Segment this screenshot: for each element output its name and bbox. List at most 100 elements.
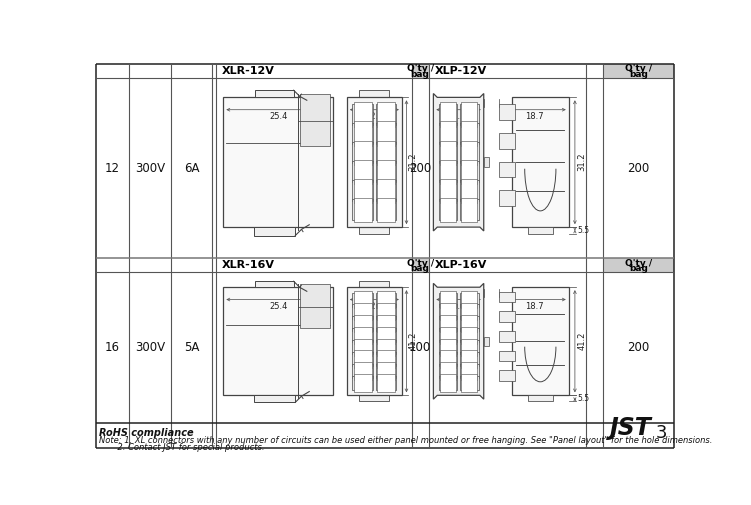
Text: 31.2: 31.2: [578, 153, 587, 172]
Bar: [352, 199, 373, 221]
Bar: [439, 180, 457, 201]
Bar: [440, 363, 456, 380]
Text: bag: bag: [411, 70, 430, 79]
Bar: [439, 364, 457, 378]
Bar: [439, 328, 457, 342]
Bar: [354, 363, 372, 380]
Text: XLR-12V: XLR-12V: [222, 66, 275, 76]
Bar: [376, 142, 397, 164]
Text: XLP-16V: XLP-16V: [435, 261, 487, 270]
Bar: [376, 305, 397, 319]
Text: bag: bag: [629, 264, 648, 273]
Bar: [376, 328, 397, 342]
Bar: [440, 315, 456, 332]
Bar: [460, 199, 478, 221]
Text: 300V: 300V: [135, 341, 165, 354]
Text: XLR-16V: XLR-16V: [222, 261, 275, 270]
Bar: [460, 180, 478, 201]
Bar: [354, 197, 372, 222]
Text: 41.2: 41.2: [578, 332, 587, 350]
Bar: [484, 337, 489, 345]
Text: 41.2: 41.2: [409, 332, 418, 350]
Bar: [376, 123, 397, 144]
Bar: [352, 180, 373, 201]
Bar: [376, 352, 397, 366]
Bar: [461, 315, 477, 332]
Bar: [352, 161, 373, 182]
Bar: [377, 363, 395, 380]
Bar: [460, 104, 478, 125]
Bar: [377, 291, 395, 308]
Bar: [376, 340, 397, 355]
Bar: [460, 364, 478, 378]
Bar: [439, 104, 457, 125]
Bar: [354, 291, 372, 308]
Text: Note: 1. XL connectors with any number of circuits can be used either panel moun: Note: 1. XL connectors with any number o…: [99, 436, 713, 444]
Text: 300V: 300V: [135, 162, 165, 175]
Bar: [352, 328, 373, 342]
Bar: [440, 338, 456, 356]
Bar: [347, 97, 402, 227]
Bar: [354, 179, 372, 203]
Bar: [352, 123, 373, 144]
Text: bag: bag: [629, 70, 648, 79]
Bar: [352, 316, 373, 331]
Bar: [461, 374, 477, 391]
Text: 5.5: 5.5: [578, 393, 590, 402]
Bar: [354, 315, 372, 332]
Bar: [461, 103, 477, 127]
Bar: [499, 190, 515, 206]
Text: 18.7: 18.7: [525, 302, 544, 311]
Bar: [354, 374, 372, 391]
Bar: [352, 340, 373, 355]
Bar: [461, 338, 477, 356]
Text: 12: 12: [105, 162, 120, 175]
Bar: [352, 352, 373, 366]
Text: Q'ty /: Q'ty /: [625, 64, 652, 73]
Bar: [527, 227, 553, 234]
Bar: [255, 281, 294, 287]
Bar: [359, 90, 390, 97]
Text: 200: 200: [409, 162, 431, 175]
Bar: [461, 179, 477, 203]
Text: 12.9: 12.9: [365, 302, 384, 311]
Bar: [499, 104, 515, 120]
Bar: [359, 395, 390, 401]
Bar: [439, 352, 457, 366]
Text: 5A: 5A: [184, 341, 199, 354]
Bar: [499, 350, 515, 362]
Bar: [527, 395, 553, 401]
Text: XLP-12V: XLP-12V: [435, 66, 487, 76]
Bar: [603, 64, 674, 78]
Bar: [439, 305, 457, 319]
Text: 200: 200: [627, 341, 650, 354]
Bar: [461, 140, 477, 165]
Text: 12.35: 12.35: [447, 112, 470, 121]
Bar: [377, 122, 395, 146]
Bar: [460, 292, 478, 307]
Text: 2. Contact JST for special products.: 2. Contact JST for special products.: [99, 442, 265, 451]
Bar: [439, 142, 457, 164]
Text: 18.7: 18.7: [525, 112, 544, 121]
Bar: [352, 376, 373, 390]
Text: 25.4: 25.4: [269, 302, 288, 311]
Bar: [461, 291, 477, 308]
Bar: [354, 327, 372, 344]
Bar: [499, 370, 515, 381]
Bar: [377, 140, 395, 165]
Text: 12.9: 12.9: [365, 112, 384, 121]
Bar: [352, 305, 373, 319]
Bar: [354, 303, 372, 320]
Bar: [439, 316, 457, 331]
Text: 25.4: 25.4: [269, 112, 288, 121]
Bar: [376, 376, 397, 390]
Bar: [352, 104, 373, 125]
Bar: [376, 316, 397, 331]
Bar: [499, 331, 515, 342]
Bar: [377, 160, 395, 184]
Text: 31.2: 31.2: [409, 153, 418, 172]
Bar: [354, 140, 372, 165]
Bar: [376, 161, 397, 182]
Bar: [461, 197, 477, 222]
Bar: [461, 160, 477, 184]
